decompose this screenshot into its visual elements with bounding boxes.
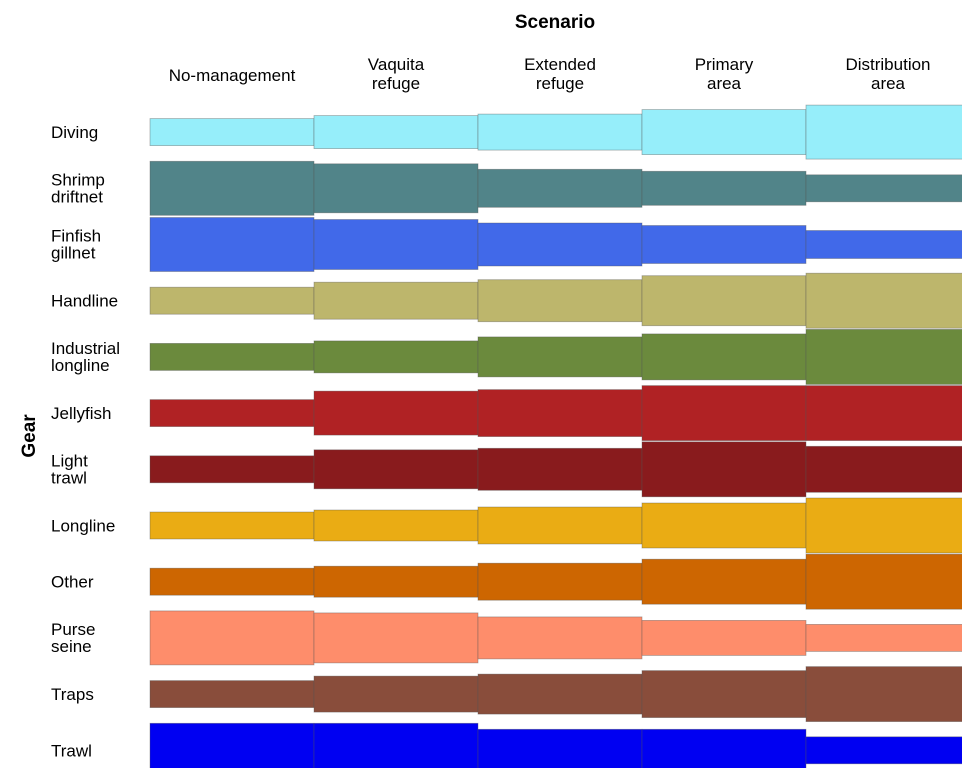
gear-label-handline: Handline <box>51 292 118 311</box>
bar-diving-no-management <box>149 118 315 146</box>
chart-title: Scenario <box>515 12 595 33</box>
bar-diving-primary-area <box>641 109 807 155</box>
bar-handline-primary-area <box>641 275 807 327</box>
bar-shrimp-driftnet-vaquita-refuge <box>313 163 479 214</box>
bar-longline-extended-refuge <box>477 506 643 545</box>
bar-industrial-longline-primary-area <box>641 333 807 381</box>
bar-other-extended-refuge <box>477 562 643 601</box>
bar-longline-distribution-area <box>805 497 962 554</box>
bar-trawl-distribution-area <box>805 736 962 765</box>
bar-diving-distribution-area <box>805 104 962 160</box>
bar-other-vaquita-refuge <box>313 565 479 598</box>
gear-row-purse-seine: Purse seine <box>51 610 962 666</box>
bar-shrimp-driftnet-primary-area <box>641 170 807 206</box>
gear-label-jellyfish: Jellyfish <box>51 404 111 423</box>
bar-shrimp-driftnet-extended-refuge <box>477 168 643 208</box>
bar-handline-extended-refuge <box>477 279 643 323</box>
bar-finfish-gillnet-extended-refuge <box>477 222 643 267</box>
bar-shrimp-driftnet-distribution-area <box>805 174 962 203</box>
bar-diving-vaquita-refuge <box>313 115 479 149</box>
bar-traps-distribution-area <box>805 666 962 722</box>
bar-industrial-longline-distribution-area <box>805 328 962 385</box>
gear-row-handline: Handline <box>51 272 962 329</box>
bar-light-trawl-vaquita-refuge <box>313 449 479 490</box>
gear-label-traps: Traps <box>51 685 94 704</box>
bar-traps-no-management <box>149 680 315 708</box>
gear-row-other: Other <box>51 553 962 610</box>
gear-label-finfish-gillnet: Finfish gillnet <box>51 227 101 263</box>
bar-industrial-longline-no-management <box>149 342 315 371</box>
gear-row-traps: Traps <box>51 666 962 722</box>
bar-handline-no-management <box>149 286 315 315</box>
scenario-header-distribution-area: Distribution area <box>845 55 930 93</box>
gear-row-jellyfish: Jellyfish <box>51 385 962 442</box>
bar-finfish-gillnet-distribution-area <box>805 230 962 259</box>
bar-jellyfish-extended-refuge <box>477 389 643 438</box>
bar-longline-primary-area <box>641 502 807 549</box>
bar-longline-no-management <box>149 511 315 540</box>
bar-jellyfish-primary-area <box>641 385 807 442</box>
bar-handline-vaquita-refuge <box>313 281 479 320</box>
bar-trawl-primary-area <box>641 728 807 768</box>
bar-industrial-longline-vaquita-refuge <box>313 340 479 374</box>
gear-label-longline: Longline <box>51 517 115 536</box>
bar-jellyfish-vaquita-refuge <box>313 390 479 436</box>
bar-purse-seine-no-management <box>149 610 315 666</box>
bar-jellyfish-distribution-area <box>805 385 962 442</box>
bar-shrimp-driftnet-no-management <box>149 160 315 216</box>
bar-jellyfish-no-management <box>149 399 315 428</box>
bar-trawl-no-management <box>149 722 315 768</box>
gear-label-diving: Diving <box>51 123 98 142</box>
bar-finfish-gillnet-vaquita-refuge <box>313 219 479 270</box>
scenario-header-extended-refuge: Extended refuge <box>524 55 596 93</box>
bar-trawl-extended-refuge <box>477 728 643 768</box>
bar-purse-seine-distribution-area <box>805 624 962 652</box>
bar-other-primary-area <box>641 558 807 605</box>
gear-row-longline: Longline <box>51 497 962 554</box>
scenario-header-vaquita-refuge: Vaquita refuge <box>368 55 425 93</box>
y-axis-label: Gear <box>19 414 40 458</box>
bar-diving-extended-refuge <box>477 113 643 151</box>
gear-row-shrimp-driftnet: Shrimp driftnet <box>51 160 962 216</box>
bar-longline-vaquita-refuge <box>313 509 479 542</box>
bar-light-trawl-extended-refuge <box>477 447 643 491</box>
scenario-header-no-management: No-management <box>169 66 296 85</box>
gear-label-shrimp-driftnet: Shrimp driftnet <box>51 170 105 206</box>
gear-label-other: Other <box>51 573 94 592</box>
gear-row-finfish-gillnet: Finfish gillnet <box>51 217 962 272</box>
bar-traps-vaquita-refuge <box>313 675 479 713</box>
bar-light-trawl-distribution-area <box>805 445 962 493</box>
scenario-headers: No-management Vaquita refuge Extended refuge… <box>169 55 931 93</box>
bar-light-trawl-no-management <box>149 455 315 484</box>
bar-traps-primary-area <box>641 670 807 718</box>
gear-label-purse-seine: Purse seine <box>51 620 95 656</box>
bar-finfish-gillnet-primary-area <box>641 225 807 264</box>
gear-row-industrial-longline: Industrial longline <box>51 328 962 385</box>
bar-trawl-vaquita-refuge <box>313 722 479 768</box>
scenario-header-primary-area: Primary area <box>695 55 754 93</box>
bar-purse-seine-extended-refuge <box>477 616 643 660</box>
gear-row-light-trawl: Light trawl <box>51 441 962 498</box>
bar-purse-seine-vaquita-refuge <box>313 612 479 664</box>
gear-rows: Diving Shrimp driftnet Finfish gillnet Handli… <box>51 104 962 768</box>
bar-traps-extended-refuge <box>477 673 643 715</box>
bar-purse-seine-primary-area <box>641 620 807 656</box>
gear-row-diving: Diving <box>51 104 962 160</box>
gear-label-light-trawl: Light trawl <box>51 451 88 487</box>
gear-label-industrial-longline: Industrial longline <box>51 339 120 375</box>
bar-other-no-management <box>149 567 315 596</box>
bar-other-distribution-area <box>805 553 962 610</box>
bar-handline-distribution-area <box>805 272 962 329</box>
gear-label-trawl: Trawl <box>51 741 92 760</box>
bar-industrial-longline-extended-refuge <box>477 336 643 378</box>
gear-row-trawl: Trawl <box>51 722 962 768</box>
bar-light-trawl-primary-area <box>641 441 807 498</box>
bar-finfish-gillnet-no-management <box>149 217 315 272</box>
